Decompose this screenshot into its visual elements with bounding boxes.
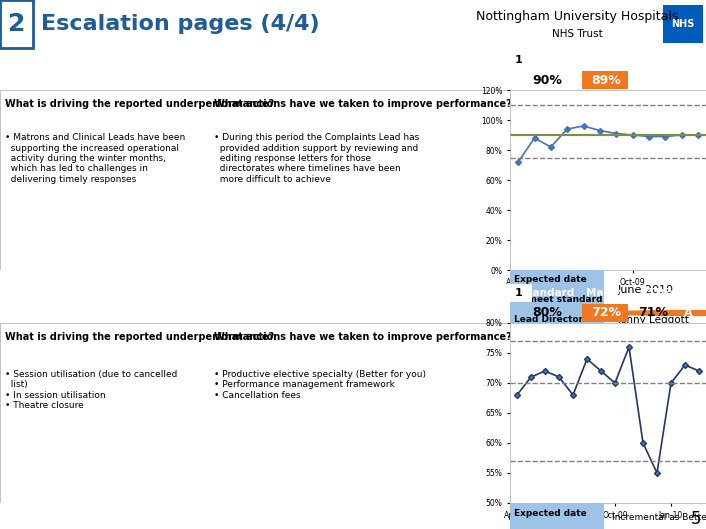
Bar [510,310,604,330]
Bar [510,503,604,529]
Text: 71%: 71% [638,306,668,320]
Text: What actions have we taken to improve performance?: What actions have we taken to improve pe… [214,332,512,342]
Bar [504,284,532,302]
Text: YTD: YTD [642,55,664,65]
Text: Indicator level: Indicator level [424,55,498,65]
Text: March: March [585,55,622,65]
Text: 1: 1 [515,55,522,65]
Text: A: A [684,308,693,318]
Text: Jenny Leggott: Jenny Leggott [618,315,690,325]
Text: • Session utilisation (due to cancelled
  list)
• In session utilisation
• Theat: • Session utilisation (due to cancelled … [5,370,177,410]
Text: Forecast: Forecast [663,55,706,65]
Bar [582,304,628,322]
Bar [510,270,604,290]
Text: 72%: 72% [591,306,621,320]
Bar [504,51,532,69]
Text: Standard: Standard [520,55,574,65]
Text: Specialty Usage of Session Time: Specialty Usage of Session Time [7,308,176,318]
Text: to meet standard: to meet standard [514,296,602,305]
Text: Expected date: Expected date [514,276,587,285]
Text: 2: 2 [8,12,25,36]
Text: Standard: Standard [520,288,574,298]
Text: Escalation pages (4/4): Escalation pages (4/4) [41,14,319,34]
Bar [582,71,628,89]
Text: What is driving the reported underperformance?: What is driving the reported underperfor… [5,99,275,109]
Bar [510,290,604,310]
Text: YTD: YTD [642,288,664,298]
Text: June 2010: June 2010 [618,285,674,295]
Text: What is driving the reported underperformance?: What is driving the reported underperfor… [5,332,275,342]
Text: • Matrons and Clinical Leads have been
  supporting the increased operational
  : • Matrons and Clinical Leads have been s… [5,133,186,184]
Text: NHS Trust: NHS Trust [552,29,603,39]
Text: Patient complaints responded to within agreed time: Patient complaints responded to within a… [7,55,316,65]
Text: • During this period the Complaints Lead has
  provided addition support by revi: • During this period the Complaints Lead… [214,133,419,184]
Text: • Productive elective specialty (Better for you)
• Performance management framew: • Productive elective specialty (Better … [214,370,426,399]
Text: March: March [585,288,622,298]
Bar [663,5,703,43]
Bar [0,0,33,48]
Text: Indicator level: Indicator level [424,288,498,298]
Text: 89%: 89% [591,74,621,87]
Text: Nottingham University Hospitals: Nottingham University Hospitals [476,10,678,23]
Circle shape [604,311,706,315]
Text: 1: 1 [515,288,522,298]
Text: 80%: 80% [532,306,562,320]
Text: Lead Director: Lead Director [514,315,583,324]
Text: 90%: 90% [532,74,562,87]
Text: Incremental as Better: Incremental as Better [612,513,706,522]
Text: % patient complaints responded to within agreed timescale: % patient complaints responded to within… [7,75,319,85]
Text: Forecast: Forecast [663,288,706,298]
Text: 5: 5 [691,510,701,528]
Text: Expected date: Expected date [514,508,587,517]
Text: NHS: NHS [671,19,695,29]
Text: What actions have we taken to improve performance?: What actions have we taken to improve pe… [214,99,512,109]
Text: % theatre usage over past month: % theatre usage over past month [7,288,205,298]
